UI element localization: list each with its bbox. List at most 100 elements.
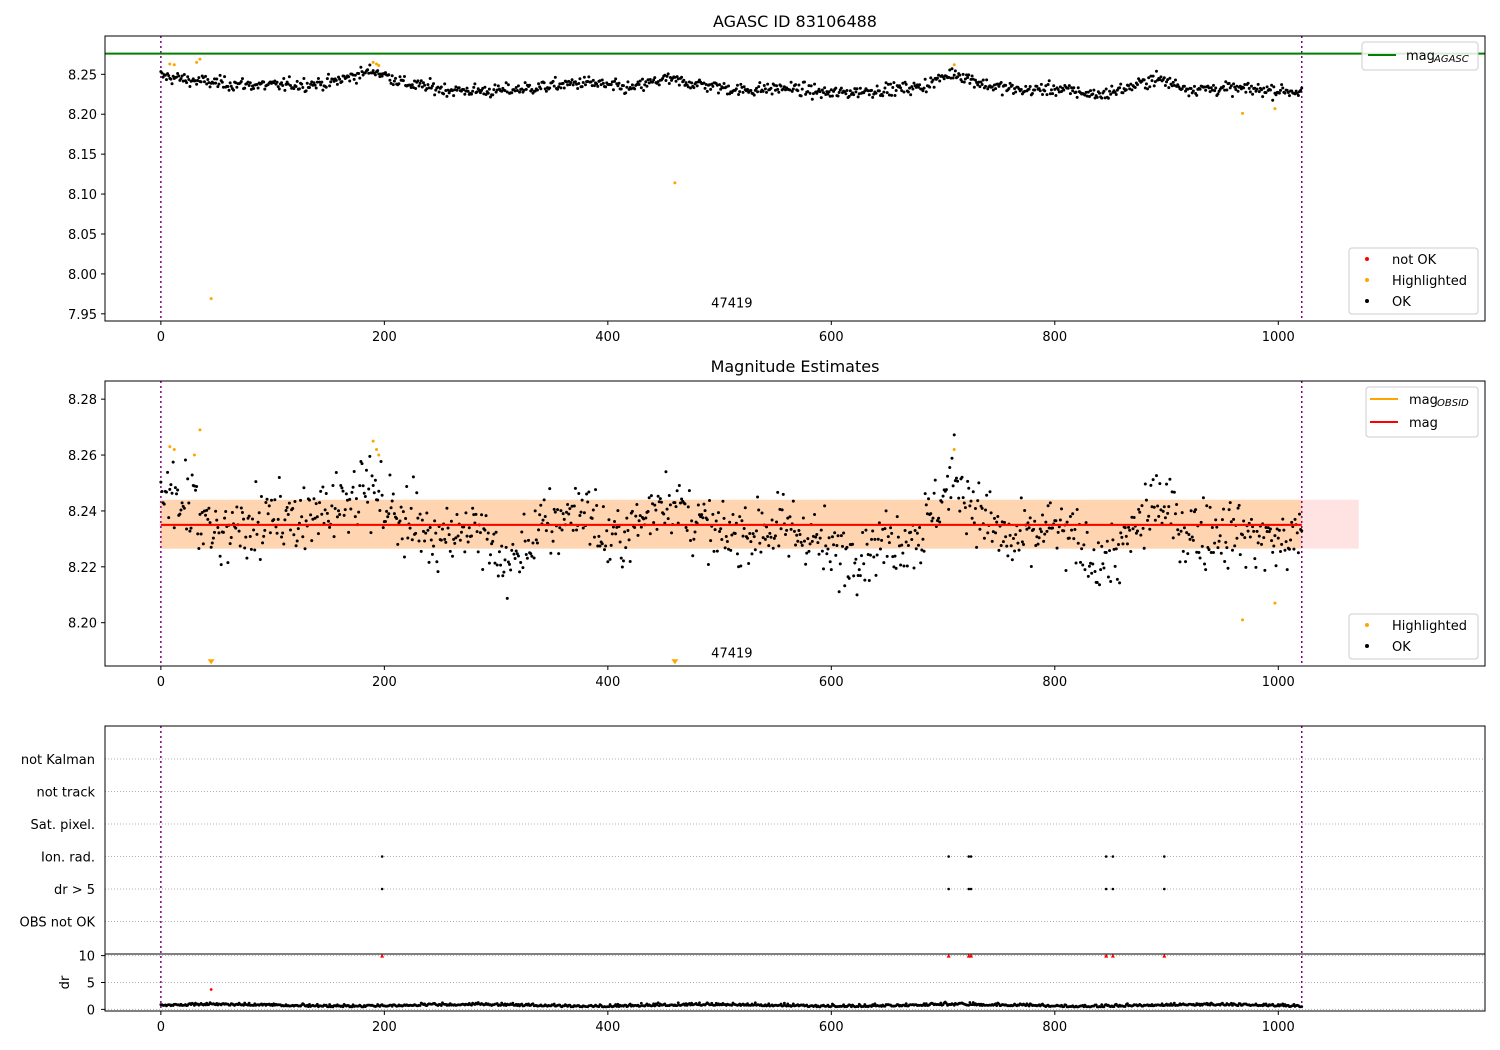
p2-ok-point: [808, 542, 812, 546]
p2-ok-point: [965, 532, 969, 536]
p2-ok-point: [446, 526, 450, 530]
p2-ok-point: [786, 516, 790, 520]
p2-ok-point: [513, 557, 517, 561]
p1-ok-point: [359, 65, 363, 69]
p1-ok-point: [171, 74, 175, 78]
dr-y-tick-label: 0: [87, 1003, 95, 1018]
p2-ok-point: [1085, 530, 1089, 534]
p1-ok-point: [837, 90, 841, 94]
p1-ok-point: [477, 88, 481, 92]
p1-ok-point: [443, 82, 447, 86]
p1-ok-point: [1004, 83, 1008, 87]
p1-ok-point: [214, 81, 218, 85]
p1-ok-point: [839, 86, 843, 90]
p1-ok-point: [1087, 95, 1091, 99]
p2-ok-point: [938, 520, 942, 524]
dr-point: [341, 1005, 345, 1009]
p2-ok-point: [703, 509, 707, 513]
p2-ok-point: [1255, 529, 1259, 533]
p2-ok-point: [824, 544, 828, 548]
p1-ok-point: [471, 89, 475, 93]
p1-ok-point: [985, 78, 989, 82]
p1-ok-point: [1238, 84, 1242, 88]
p2-ok-point: [870, 537, 874, 541]
p2-ok-point: [800, 543, 804, 547]
p2-ok-point: [248, 534, 252, 538]
p1-ok-point: [297, 87, 301, 91]
p1-ok-point: [226, 84, 230, 88]
p1-ok-point: [312, 81, 316, 85]
p2-ok-point: [742, 527, 746, 531]
p1-ok-point: [352, 77, 356, 81]
p1-ok-point: [1277, 91, 1281, 95]
p2-ok-point: [470, 534, 474, 538]
p2-ok-point: [982, 536, 986, 540]
p1-ok-point: [197, 76, 201, 80]
p2-ok-point: [621, 559, 625, 563]
p1-ok-point: [1048, 92, 1052, 96]
p1-ok-point: [314, 86, 318, 90]
p2-ok-point: [678, 501, 682, 505]
p2-ok-point: [286, 512, 290, 516]
p2-ok-point: [1244, 565, 1248, 569]
p2-ok-point: [380, 493, 384, 497]
flag-point: [1111, 887, 1115, 891]
p1-ok-point: [533, 89, 537, 93]
p2-ok-point: [1252, 529, 1256, 533]
p1-ok-point: [557, 85, 561, 89]
p1-ok-point: [640, 77, 644, 81]
p2-ok-point: [1187, 533, 1191, 537]
p1-ok-point: [402, 74, 406, 78]
p2-ok-point: [1170, 490, 1174, 494]
p2-ok-point: [1071, 512, 1075, 516]
dr-point: [656, 1001, 660, 1005]
p2-ok-point: [262, 534, 266, 538]
p2-ok-point: [861, 531, 865, 535]
p2-ok-point: [481, 568, 485, 572]
p2-ok-point: [1026, 521, 1030, 525]
p2-ok-point: [639, 525, 643, 529]
p2-ok-point: [733, 531, 737, 535]
p1-ok-point: [752, 93, 756, 97]
p2-ok-point: [759, 550, 763, 554]
p2-ok-point: [828, 560, 832, 564]
p2-ok-point: [1065, 520, 1069, 524]
p1-ok-point: [558, 82, 562, 86]
p2-ok-point: [868, 553, 872, 557]
p1-highlighted-point: [1241, 111, 1245, 115]
p1-ok-point: [834, 86, 838, 90]
p1-ok-point: [639, 86, 643, 90]
p1-ok-point: [741, 90, 745, 94]
p2-ok-point: [1270, 539, 1274, 543]
p1-ok-point: [503, 89, 507, 93]
p2-ok-point: [863, 578, 867, 582]
p2-ok-point: [532, 556, 536, 560]
p1-ok-point: [427, 86, 431, 90]
p1-ok-point: [357, 71, 361, 75]
p2-ok-point: [1116, 542, 1120, 546]
p2-ok-point: [1165, 482, 1169, 486]
p1-ok-point: [777, 90, 781, 94]
p1-ok-point: [235, 85, 239, 89]
p1-ok-point: [630, 83, 634, 87]
p2-ok-point: [932, 491, 936, 495]
p2-ok-point: [1182, 526, 1186, 530]
p2-ok-point: [957, 496, 961, 500]
p2-ok-point: [616, 509, 620, 513]
p2-ok-point: [415, 491, 419, 495]
p1-ok-point: [595, 82, 599, 86]
p1-ok-point: [928, 85, 932, 89]
dr-point: [1281, 1002, 1285, 1006]
p2-ok-point: [600, 542, 604, 546]
p2-ok-point: [440, 527, 444, 531]
p1-ok-point: [866, 89, 870, 93]
p2-ok-point: [792, 529, 796, 533]
p1-ok-point: [1182, 84, 1186, 88]
p2-ok-point: [1204, 568, 1208, 572]
p1-ok-point: [893, 93, 897, 97]
p2-ok-point: [901, 551, 905, 555]
p1-ok-point: [1118, 86, 1122, 90]
p2-ok-point: [1022, 542, 1026, 546]
p1-ok-point: [1114, 92, 1118, 96]
